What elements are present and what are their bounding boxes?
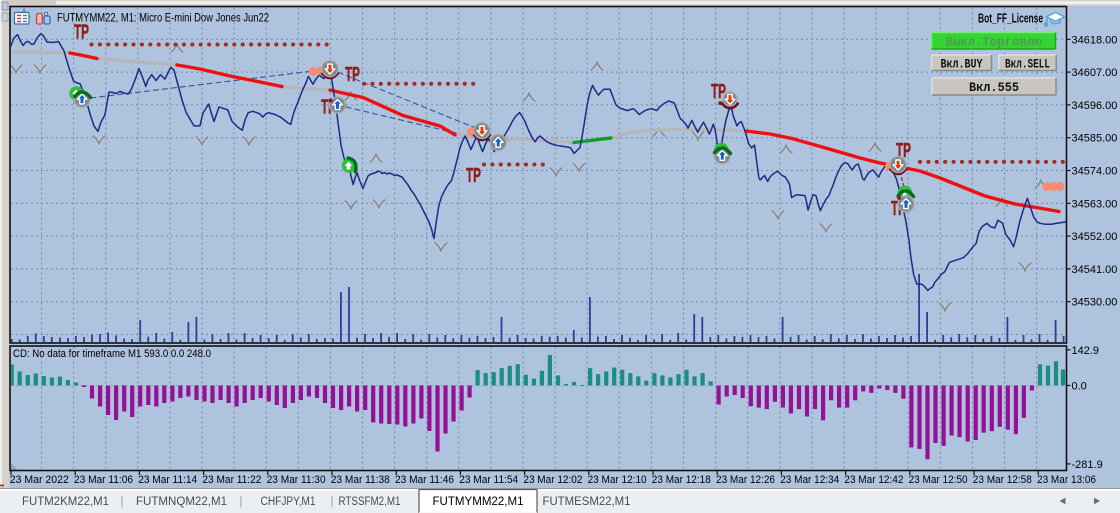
svg-text:TP: TP xyxy=(711,81,726,103)
svg-text:FUTMYMM22, M1: Micro E-mini D: FUTMYMM22, M1: Micro E-mini Dow Jones Ju… xyxy=(57,11,269,25)
svg-text:142.9: 142.9 xyxy=(1072,345,1100,357)
svg-text:23 Mar 11:54: 23 Mar 11:54 xyxy=(459,474,518,486)
svg-text:34552.00: 34552.00 xyxy=(1072,231,1118,243)
svg-text:34530.00: 34530.00 xyxy=(1072,297,1118,309)
svg-text:34596.00: 34596.00 xyxy=(1072,100,1118,112)
svg-text:23 Mar 11:22: 23 Mar 11:22 xyxy=(202,474,261,486)
svg-text:23 Mar 12:42: 23 Mar 12:42 xyxy=(844,474,903,486)
svg-text:Вкл.SELL: Вкл.SELL xyxy=(1005,57,1050,71)
svg-text:23 Mar 11:46: 23 Mar 11:46 xyxy=(395,474,454,486)
svg-text:23 Mar 13:06: 23 Mar 13:06 xyxy=(1037,474,1096,486)
svg-text:TP: TP xyxy=(345,64,360,86)
svg-text:23 Mar 12:02: 23 Mar 12:02 xyxy=(523,474,582,486)
svg-text:FUTM2KM22,M1: FUTM2KM22,M1 xyxy=(22,496,109,508)
svg-text:CHFJPY,M1: CHFJPY,M1 xyxy=(261,496,316,508)
svg-text:23 Mar 12:58: 23 Mar 12:58 xyxy=(973,474,1032,486)
svg-text:34574.00: 34574.00 xyxy=(1072,166,1118,178)
svg-text:FUTMYMM22,M1: FUTMYMM22,M1 xyxy=(433,496,524,508)
svg-text:23 Mar 12:50: 23 Mar 12:50 xyxy=(909,474,968,486)
svg-text:RTSSFM2,M1: RTSSFM2,M1 xyxy=(339,496,401,508)
svg-text:|: | xyxy=(331,496,334,508)
svg-text:23 Mar 2022: 23 Mar 2022 xyxy=(10,474,69,486)
svg-text:Вкл.555: Вкл.555 xyxy=(969,80,1019,95)
svg-text:23 Mar 12:18: 23 Mar 12:18 xyxy=(652,474,711,486)
svg-text:Bot_FF_License: Bot_FF_License xyxy=(978,12,1043,26)
svg-text:|: | xyxy=(121,496,124,508)
svg-text:23 Mar 11:14: 23 Mar 11:14 xyxy=(138,474,197,486)
svg-text:TP: TP xyxy=(466,165,481,187)
svg-text:FUTMESM22,M1: FUTMESM22,M1 xyxy=(543,496,631,508)
svg-text:23 Mar 11:06: 23 Mar 11:06 xyxy=(74,474,133,486)
svg-text:Выкл.Торговлю: Выкл.Торговлю xyxy=(946,34,1042,49)
svg-text:23 Mar 12:34: 23 Mar 12:34 xyxy=(780,474,839,486)
svg-text:TP: TP xyxy=(74,22,89,44)
svg-text:0.0: 0.0 xyxy=(1072,381,1087,393)
svg-text:|: | xyxy=(240,496,243,508)
svg-text:34585.00: 34585.00 xyxy=(1072,133,1118,145)
svg-text:34563.00: 34563.00 xyxy=(1072,198,1118,210)
svg-text:CD: No data for timeframe M1 5: CD: No data for timeframe M1 593.0 0.0 2… xyxy=(13,348,211,360)
svg-text:34618.00: 34618.00 xyxy=(1072,34,1118,46)
svg-text:-281.9: -281.9 xyxy=(1072,459,1103,471)
svg-text:Вкл.BUY: Вкл.BUY xyxy=(941,57,983,71)
svg-text:23 Mar 12:26: 23 Mar 12:26 xyxy=(716,474,775,486)
svg-text:23 Mar 11:38: 23 Mar 11:38 xyxy=(331,474,390,486)
svg-text:34607.00: 34607.00 xyxy=(1072,67,1118,79)
svg-text:23 Mar 11:30: 23 Mar 11:30 xyxy=(267,474,326,486)
svg-text:FUTMNQM22,M1: FUTMNQM22,M1 xyxy=(136,496,227,508)
svg-text:23 Mar 12:10: 23 Mar 12:10 xyxy=(588,474,647,486)
svg-text:34541.00: 34541.00 xyxy=(1072,264,1118,276)
